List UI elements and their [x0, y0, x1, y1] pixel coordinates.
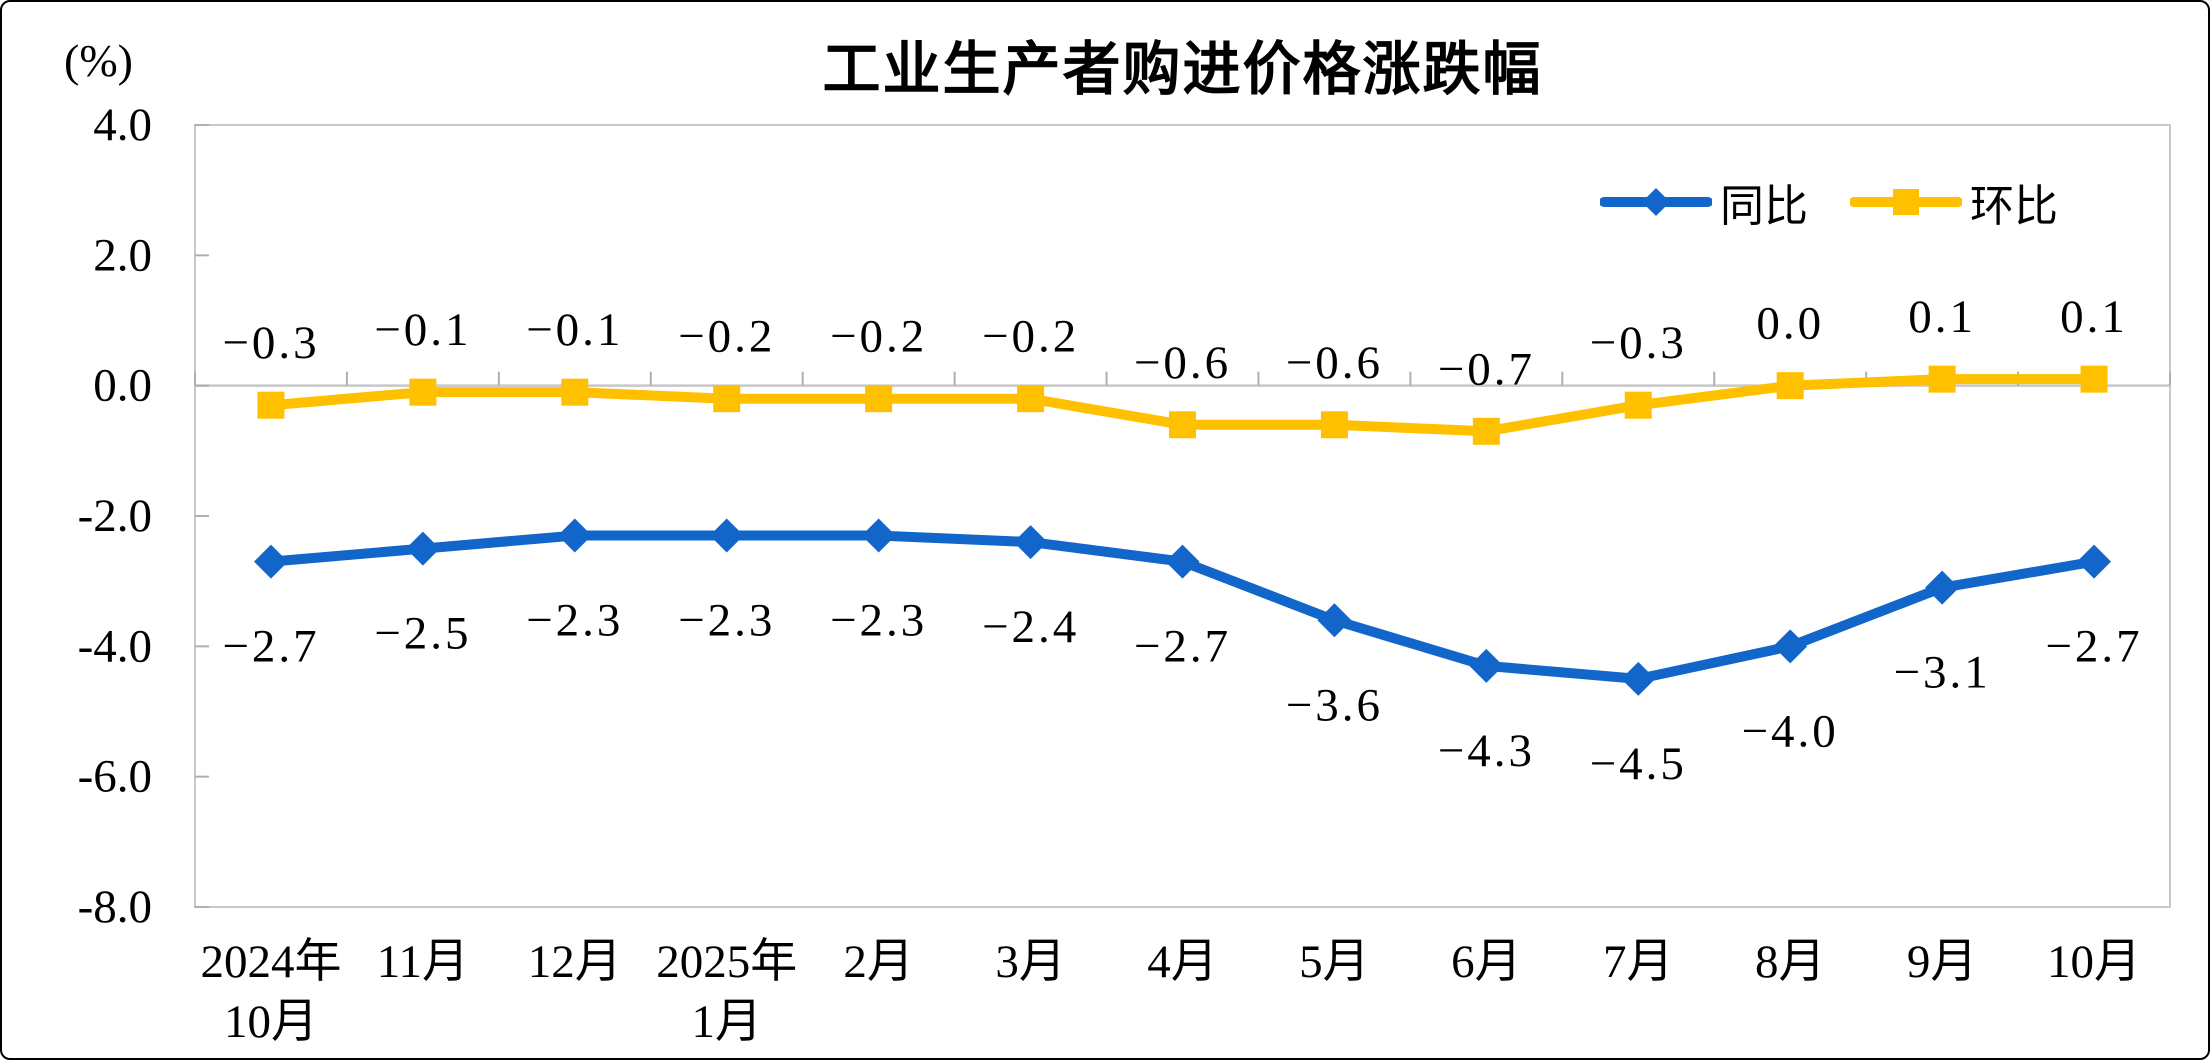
data-label-yoy: −2.3 — [678, 595, 775, 647]
data-label-yoy: −2.3 — [830, 595, 927, 647]
data-label-mom: −0.2 — [830, 311, 927, 363]
marker-square-mom — [1624, 391, 1652, 419]
x-tick-label: 9月 — [1907, 936, 1978, 988]
data-label-yoy: −3.1 — [1893, 647, 1990, 699]
data-label-mom: −0.2 — [678, 311, 775, 363]
x-tick-label: 2月 — [843, 936, 914, 988]
data-label-yoy: −2.7 — [1134, 621, 1231, 673]
y-tick-label: 4.0 — [93, 99, 152, 151]
marker-diamond-yoy — [861, 518, 896, 553]
marker-square-mom — [1169, 411, 1196, 439]
marker-diamond-yoy — [1165, 544, 1200, 579]
legend-label-yoy: 同比 — [1720, 182, 1808, 231]
data-label-yoy: −4.3 — [1438, 725, 1535, 777]
marker-square-mom — [1776, 372, 1804, 400]
data-label-yoy: −4.5 — [1590, 738, 1687, 790]
x-tick-label: 11月 — [377, 936, 469, 988]
marker-diamond-yoy — [405, 531, 440, 566]
legend-item-mom: 环比 — [1850, 170, 2058, 234]
marker-square-mom — [1928, 365, 1956, 393]
plot-border — [194, 124, 2171, 908]
data-label-mom: 0.0 — [1756, 298, 1824, 350]
x-tick-label: 6月 — [1451, 936, 1522, 988]
y-tick-label: -2.0 — [78, 490, 152, 542]
x-tick-label: 3月 — [995, 936, 1066, 988]
x-tick-label: 8月 — [1755, 936, 1826, 988]
data-label-mom: −0.6 — [1134, 337, 1231, 389]
data-label-mom: 0.1 — [1908, 291, 1976, 343]
chart-title: 工业生产者购进价格涨跌幅 — [822, 37, 1543, 102]
marker-diamond-yoy — [557, 518, 592, 553]
marker-square-mom — [1320, 411, 1348, 439]
data-label-yoy: −3.6 — [1286, 679, 1383, 731]
data-label-mom: −0.1 — [374, 304, 471, 356]
data-label-yoy: −2.5 — [374, 608, 471, 660]
data-label-yoy: −4.0 — [1742, 705, 1839, 757]
marker-diamond-yoy — [709, 518, 744, 553]
marker-diamond-yoy — [2077, 544, 2112, 579]
data-label-mom: −0.7 — [1438, 343, 1535, 395]
x-tick-label: 1月 — [691, 996, 762, 1048]
data-label-mom: −0.1 — [526, 304, 623, 356]
y-tick-label: 2.0 — [93, 229, 152, 281]
data-label-yoy: −2.4 — [982, 601, 1079, 653]
x-tick-label: 2024年 — [200, 936, 341, 988]
marker-diamond-yoy — [1621, 661, 1656, 696]
data-label-mom: −0.3 — [222, 317, 319, 369]
legend-marker-mom-line-square-icon — [1850, 189, 1962, 215]
data-label-mom: 0.1 — [2060, 291, 2128, 343]
marker-square-mom — [2080, 365, 2108, 393]
marker-square-mom — [561, 378, 589, 406]
marker-diamond-yoy — [253, 544, 288, 579]
legend-marker-yoy-line-diamond-icon — [1600, 188, 1712, 216]
marker-square-mom — [865, 385, 893, 413]
marker-diamond-yoy — [1317, 603, 1352, 638]
data-label-yoy: −2.3 — [526, 595, 623, 647]
marker-diamond-yoy — [1773, 629, 1808, 664]
data-label-mom: −0.3 — [1590, 317, 1687, 369]
x-tick-label: 2025年 — [656, 936, 797, 988]
legend: 同比 环比 — [1600, 170, 2058, 234]
marker-square-mom — [713, 385, 741, 413]
x-tick-label: 12月 — [528, 936, 622, 988]
marker-diamond-yoy — [1925, 570, 1960, 605]
x-tick-label: 10月 — [224, 996, 318, 1048]
marker-square-mom — [1472, 417, 1500, 445]
marker-square-mom — [1017, 385, 1045, 413]
y-tick-label: -8.0 — [78, 881, 152, 933]
y-axis-unit-label: (%) — [64, 35, 133, 86]
marker-diamond-yoy — [1013, 525, 1048, 560]
x-tick-label: 10月 — [2047, 936, 2141, 988]
x-tick-label: 4月 — [1147, 936, 1218, 988]
x-tick-label: 7月 — [1603, 936, 1674, 988]
data-label-mom: −0.6 — [1286, 337, 1383, 389]
data-label-yoy: −2.7 — [2045, 621, 2142, 673]
x-tick-label: 5月 — [1299, 936, 1370, 988]
y-tick-label: -6.0 — [78, 751, 152, 803]
legend-item-yoy: 同比 — [1600, 170, 1808, 234]
y-tick-label: -4.0 — [78, 620, 152, 672]
data-label-yoy: −2.7 — [222, 621, 319, 673]
legend-label-mom: 环比 — [1970, 182, 2058, 231]
marker-diamond-yoy — [1469, 648, 1504, 683]
y-tick-label: 0.0 — [93, 360, 152, 412]
marker-square-mom — [409, 378, 437, 406]
data-label-mom: −0.2 — [982, 311, 1079, 363]
marker-square-mom — [257, 391, 285, 419]
